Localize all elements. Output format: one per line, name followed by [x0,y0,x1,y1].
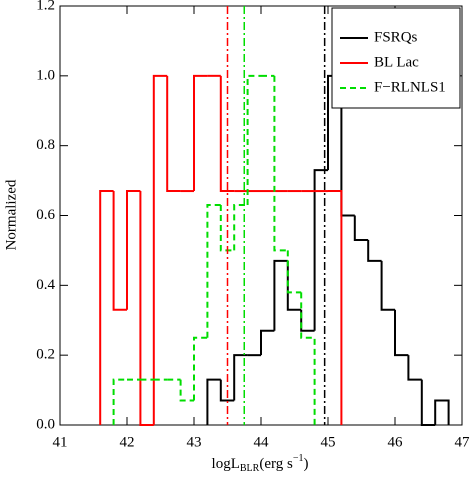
histogram-step [286,260,302,311]
histogram-step [286,250,302,294]
histogram-step [206,378,221,425]
y-tick-label: 0.0 [36,416,55,432]
y-tick-label: 0.8 [36,137,55,153]
histogram-step [313,169,328,331]
histogram-step [193,74,208,192]
x-tick-label: 46 [388,434,404,450]
series [99,74,343,426]
histogram-step [300,292,316,425]
legend-label: FSRQs [374,29,418,45]
histogram-step [367,239,382,262]
histogram-step [394,309,409,357]
histogram-step [434,399,450,425]
histogram-step [219,205,235,252]
histogram-step [179,379,194,402]
histogram-step [273,259,288,331]
x-tick-label: 47 [455,434,471,450]
histogram-step [380,260,395,311]
x-label-main: logL [212,456,240,472]
x-tick-label: 43 [187,434,202,450]
histogram-step [206,204,221,338]
histogram-step [112,378,127,425]
histogram-step [353,215,369,241]
legend-box [331,7,461,109]
histogram-step [139,191,154,426]
histogram-step [300,309,315,332]
x-tick-label: 42 [120,434,135,450]
legend-label: F−RLNLS1 [374,79,446,95]
histogram-step [233,354,248,401]
y-tick-label: 1.0 [36,67,55,83]
y-tick-label: 0.4 [36,277,55,293]
y-tick-label: 0.2 [36,347,55,363]
histogram-step [219,379,235,402]
histogram-step [273,75,288,252]
histogram-step [126,190,141,310]
histogram-step [152,74,168,425]
x-tick-label: 41 [53,434,68,450]
histogram-step [193,336,208,401]
histogram-step [407,355,422,381]
x-label-sub: BLR [240,463,260,474]
legend-label: BL Lac [374,54,419,70]
y-tick-label: 1.2 [36,0,55,13]
x-tick-label: 45 [321,434,336,450]
series [112,74,316,425]
histogram-step [328,190,343,425]
histogram-step [99,190,114,425]
histogram-step [260,329,275,356]
y-axis-label: Normalized [3,179,19,250]
histogram-step [420,379,436,426]
histogram-step [166,75,181,193]
x-label-end: ) [303,456,308,472]
histogram-step [233,204,248,251]
histogram-step [246,74,261,206]
x-label-sup: −1 [293,453,304,464]
x-axis-label: logLBLR(erg s−1) [212,453,309,474]
histogram-step [112,191,127,311]
x-tick-label: 44 [254,434,270,450]
histogram-step [219,75,235,193]
x-label-mid: (erg s [259,456,293,472]
y-tick-label: 0.6 [36,207,55,223]
